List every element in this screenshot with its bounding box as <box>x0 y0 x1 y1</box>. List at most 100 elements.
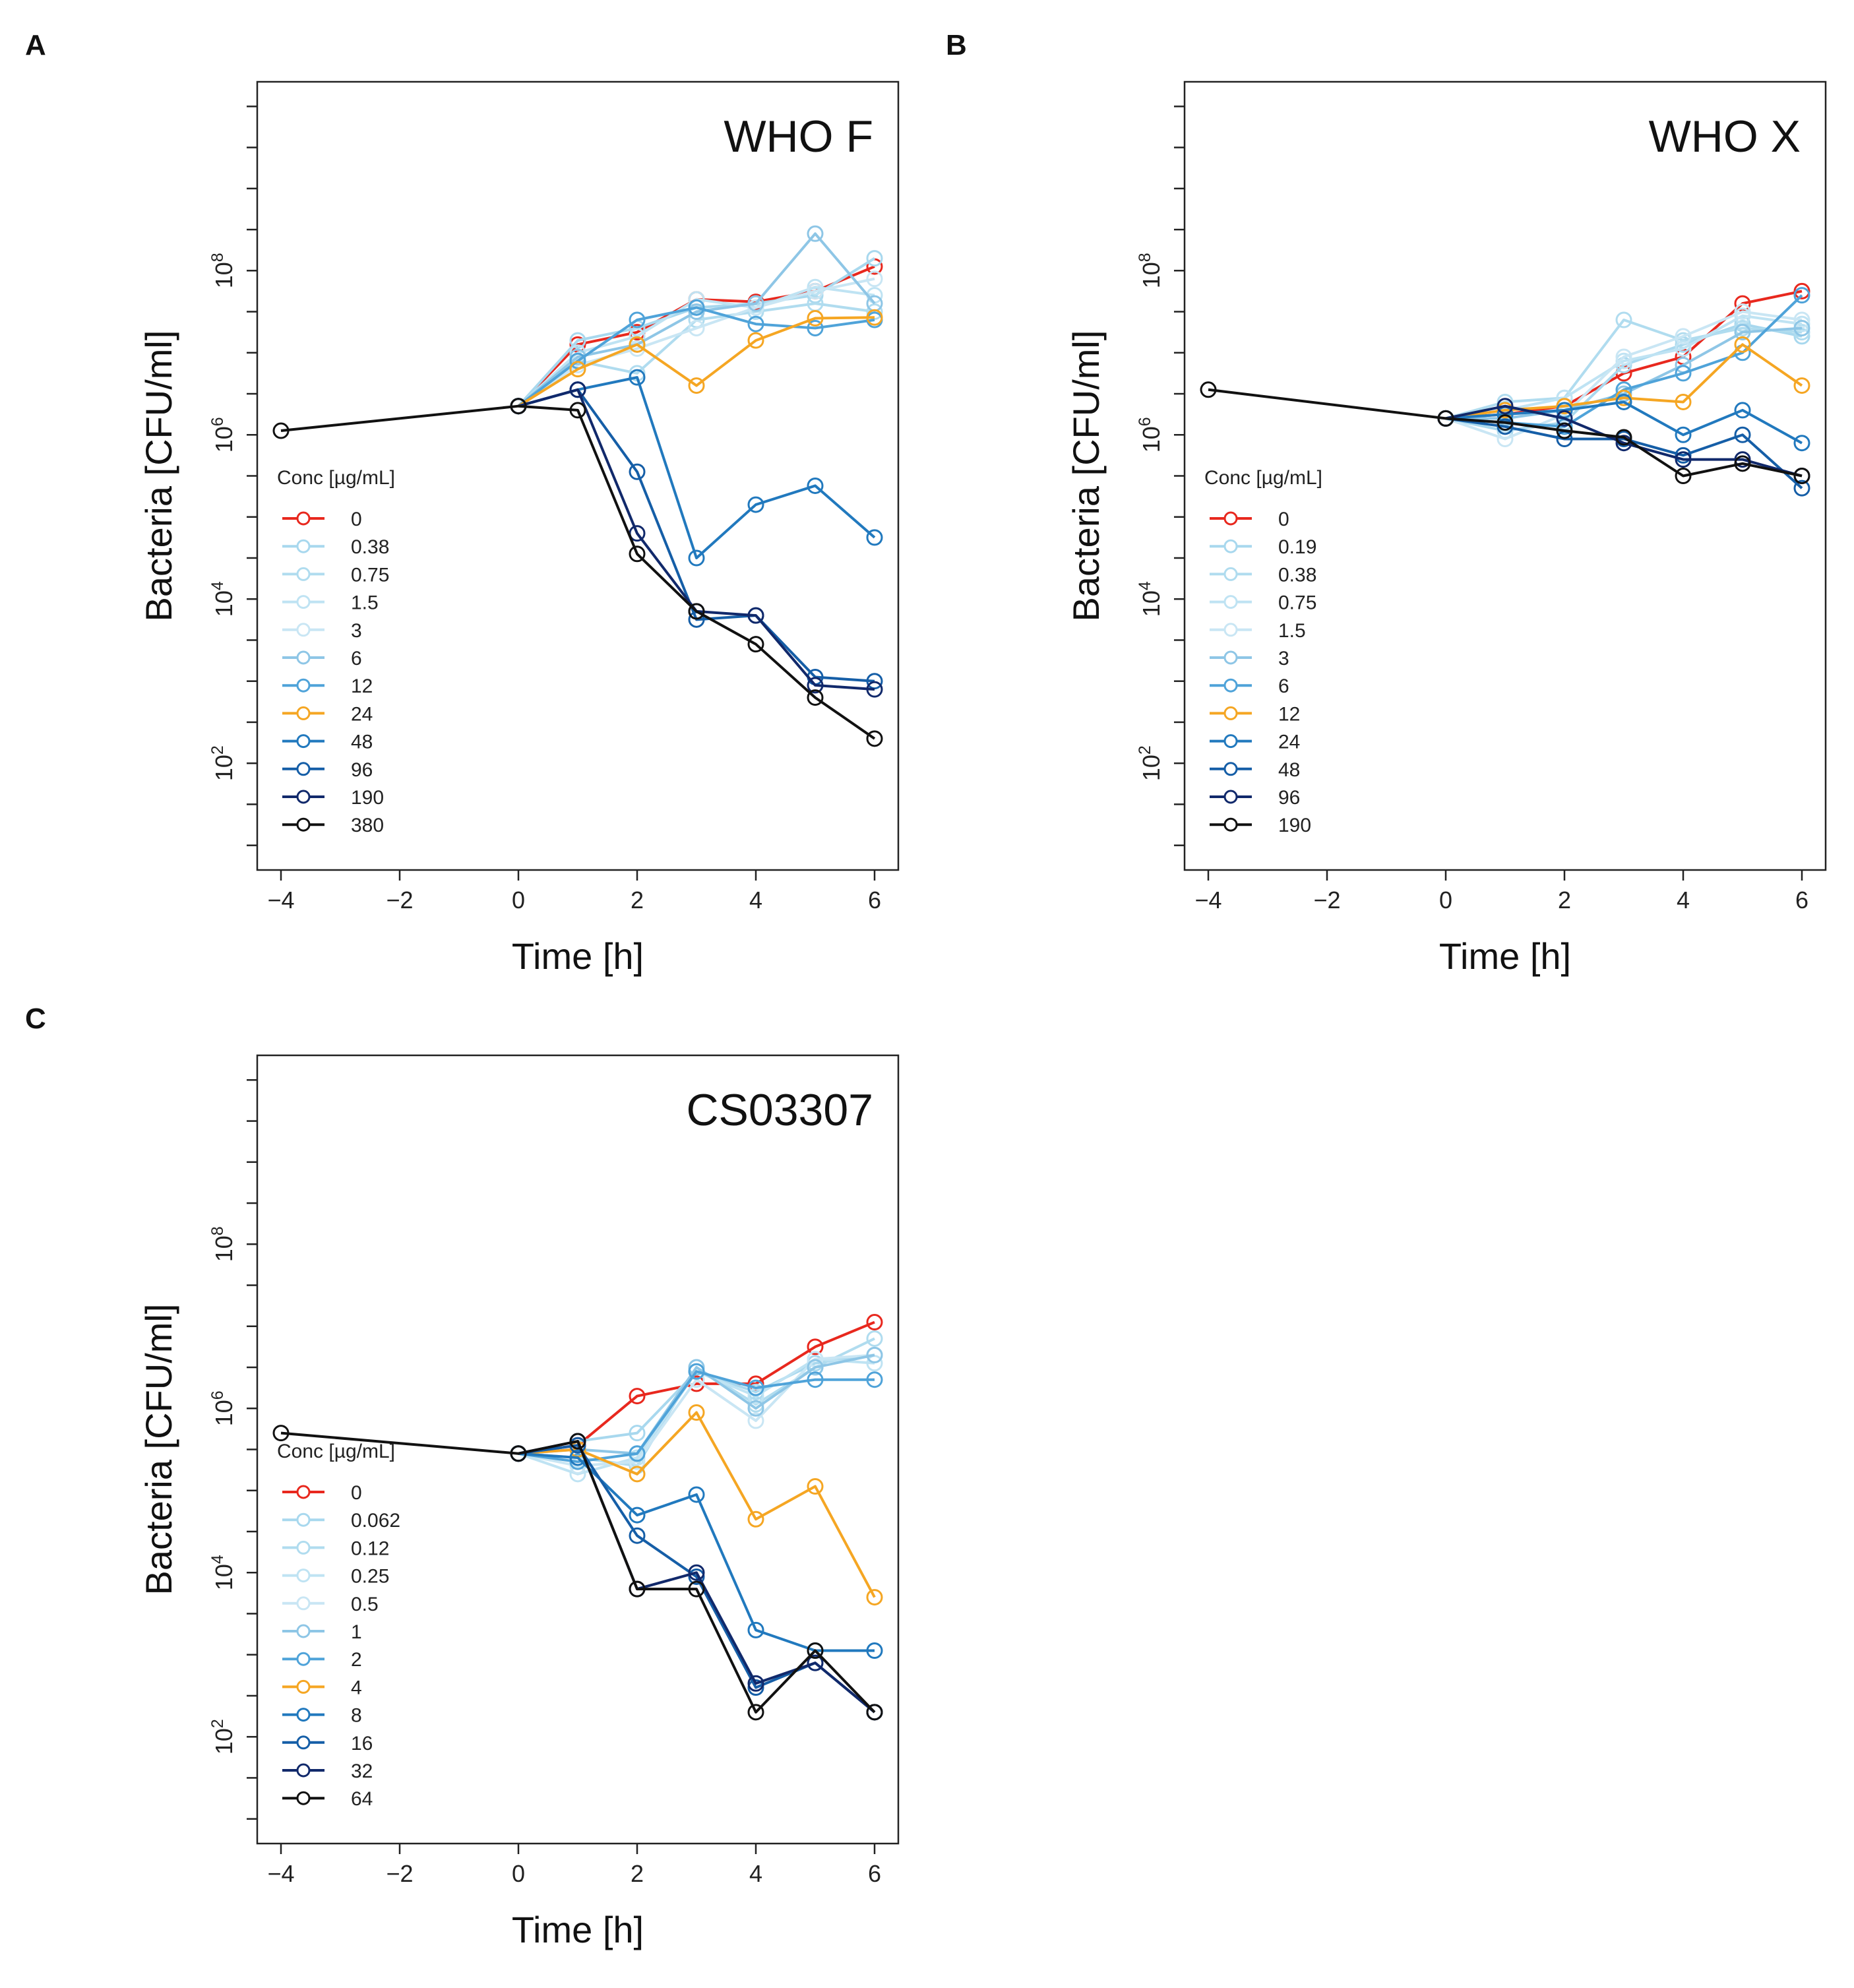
data-point <box>1675 393 1692 410</box>
data-point <box>1200 381 1217 398</box>
data-point <box>866 1314 883 1331</box>
x-tick-label: 2 <box>631 886 644 914</box>
legend-swatch-marker <box>296 1540 311 1555</box>
series-line-12 <box>1445 343 1803 420</box>
legend-label: 6 <box>1278 675 1289 697</box>
legend-label: 0.19 <box>1278 536 1316 558</box>
legend-swatch-marker <box>296 1485 311 1499</box>
legend-label: 1.5 <box>351 592 379 614</box>
data-point <box>1675 451 1692 468</box>
data-point <box>629 369 646 386</box>
x-tick-label: 6 <box>868 886 881 914</box>
legend-label: 12 <box>351 675 373 697</box>
data-point <box>1793 435 1810 452</box>
data-point <box>1793 311 1810 328</box>
data-point <box>866 1589 883 1606</box>
data-point <box>866 1346 883 1363</box>
data-point <box>866 1642 883 1659</box>
x-tick-label: −4 <box>267 1860 294 1887</box>
data-point <box>1734 402 1751 419</box>
data-point <box>1675 426 1692 443</box>
y-tick-label: 102 <box>1136 745 1165 781</box>
data-point <box>747 1379 764 1396</box>
series-line-6 <box>517 232 876 408</box>
legend-swatch-marker <box>296 678 311 693</box>
legend-label: 32 <box>351 1760 373 1782</box>
y-tick-label: 108 <box>1136 253 1165 288</box>
y-tick-label: 102 <box>208 1719 237 1755</box>
legend-label: 0 <box>351 1482 362 1504</box>
legend-label: 0.062 <box>351 1510 400 1532</box>
data-point <box>629 463 646 480</box>
data-point <box>569 402 586 419</box>
chart-title: WHO F <box>724 111 873 162</box>
data-point <box>1793 315 1810 332</box>
data-point <box>866 270 883 288</box>
data-point <box>1793 377 1810 394</box>
legend-swatch-marker <box>296 1596 311 1611</box>
data-point <box>866 1704 883 1721</box>
data-point <box>807 1642 824 1659</box>
legend-label: 1.5 <box>1278 620 1306 642</box>
x-tick-label: 2 <box>631 1860 644 1887</box>
data-point <box>1615 352 1632 369</box>
x-tick-label: 0 <box>512 1860 525 1887</box>
data-point <box>807 1371 824 1388</box>
legend-label: 0.75 <box>351 564 389 586</box>
data-point <box>688 303 705 321</box>
legend-label: 96 <box>351 759 373 781</box>
data-point <box>807 310 824 326</box>
data-point <box>688 1359 705 1376</box>
legend-swatch-marker <box>1223 511 1238 526</box>
data-point <box>688 1580 705 1598</box>
data-point <box>807 225 824 242</box>
legend-label: 0.5 <box>351 1594 379 1615</box>
data-point <box>747 315 764 332</box>
y-axis-label: Bacteria [CFU/ml] <box>138 1304 179 1596</box>
x-tick-label: −2 <box>386 1860 413 1887</box>
data-point <box>1497 418 1514 435</box>
data-point <box>1734 455 1751 472</box>
data-point <box>1734 319 1751 336</box>
panel-letter-b: B <box>946 29 967 61</box>
legend-swatch-marker <box>296 1652 311 1666</box>
legend-swatch-marker <box>296 1708 311 1722</box>
data-point <box>747 607 764 624</box>
legend-label: 6 <box>351 648 362 669</box>
data-point <box>1615 389 1632 406</box>
data-point <box>1675 340 1692 357</box>
data-point <box>747 332 764 349</box>
legend-swatch-marker <box>296 650 311 665</box>
chart-title: WHO X <box>1649 111 1801 162</box>
data-point <box>807 1478 824 1495</box>
data-point <box>629 311 646 328</box>
legend-label: 0.12 <box>351 1538 389 1559</box>
data-point <box>629 1425 646 1442</box>
data-point <box>1497 398 1514 415</box>
legend-swatch-marker <box>1223 817 1238 832</box>
x-tick-label: 2 <box>1558 886 1571 914</box>
data-point <box>1793 319 1810 336</box>
data-point <box>1497 430 1514 447</box>
legend-swatch-marker <box>296 734 311 749</box>
legend-label: 48 <box>351 731 373 753</box>
legend-label: 24 <box>1278 731 1300 753</box>
legend-label: 190 <box>1278 815 1311 836</box>
legend-swatch-marker <box>1223 623 1238 637</box>
data-point <box>569 1433 586 1450</box>
data-point <box>1675 365 1692 382</box>
legend-label: 96 <box>1278 787 1300 809</box>
data-point <box>1615 311 1632 328</box>
legend-label: 8 <box>351 1705 362 1727</box>
data-point <box>688 1363 705 1380</box>
data-point <box>747 1679 764 1696</box>
y-axis-label: Bacteria [CFU/ml] <box>138 330 179 622</box>
data-point <box>688 377 705 394</box>
panel-letter-c: C <box>25 1003 46 1035</box>
legend-swatch-marker <box>296 511 311 526</box>
legend-label: 3 <box>351 620 362 642</box>
legend-swatch-marker <box>1223 539 1238 553</box>
data-point <box>747 496 764 513</box>
data-point <box>688 319 705 336</box>
